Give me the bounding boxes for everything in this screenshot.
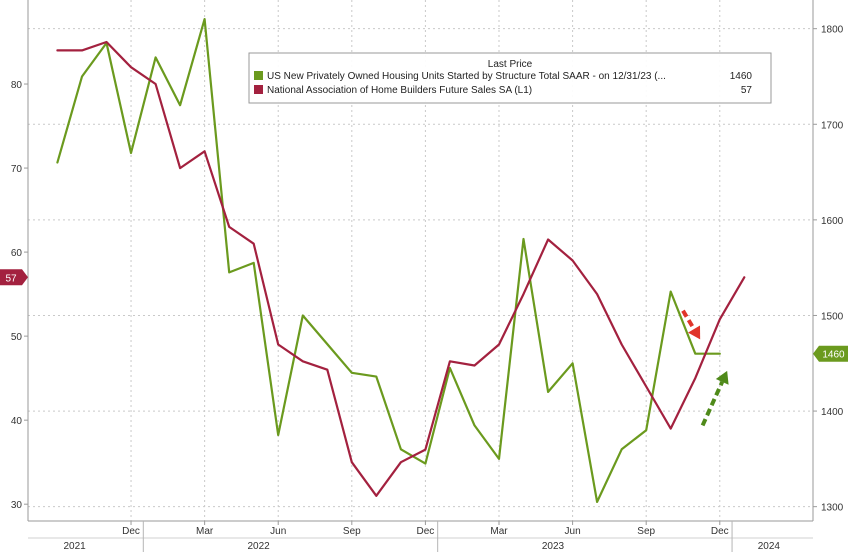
right-axis-badge-label: 1460 <box>822 350 845 361</box>
x-axis-tick-label: Sep <box>637 526 655 537</box>
x-axis-tick-label: Dec <box>711 526 729 537</box>
legend-value: 57 <box>741 85 753 96</box>
annotation-arrow-head-up <box>715 370 729 385</box>
right-axis-tick-label: 1600 <box>821 216 844 227</box>
legend-swatch <box>254 85 263 94</box>
left-axis-badge-label: 57 <box>5 273 17 284</box>
left-axis-value-badge <box>0 269 28 286</box>
series-line-1 <box>56 18 721 503</box>
x-axis-tick-label: Dec <box>417 526 435 537</box>
legend-label: US New Privately Owned Housing Units Sta… <box>267 71 666 82</box>
x-axis-tick-label: Sep <box>343 526 361 537</box>
legend-swatch <box>254 71 263 80</box>
badges: 57 1460 <box>0 269 848 362</box>
left-axis-tick-label: 30 <box>11 500 23 511</box>
legend-label: National Association of Home Builders Fu… <box>267 85 532 96</box>
x-axis-year-label: 2021 <box>63 541 86 552</box>
x-axis-year-label: 2022 <box>247 541 270 552</box>
x-axis-tick-label: Mar <box>196 526 214 537</box>
x-axis-tick-label: Jun <box>565 526 581 537</box>
x-axis-tick-label: Jun <box>270 526 286 537</box>
series-line-2 <box>56 40 746 497</box>
right-axis-tick-label: 1700 <box>821 120 844 131</box>
axes: 30 40 50 60 70 80 1300 1400 1500 1600 1700 1800 Dec M… <box>11 0 844 552</box>
series-group <box>56 18 746 503</box>
annotation-arrow-shaft-up <box>700 381 725 427</box>
right-axis-tick-label: 1300 <box>821 503 844 514</box>
x-axis-tick-label: Dec <box>122 526 140 537</box>
left-axis-tick-label: 80 <box>11 80 23 91</box>
left-axis-tick-label: 40 <box>11 416 23 427</box>
legend-header: Last Price <box>488 59 533 70</box>
legend-box <box>248 52 772 104</box>
legend-value: 1460 <box>730 71 753 82</box>
right-axis-tick-label: 1400 <box>821 407 844 418</box>
right-axis-tick-label: 1800 <box>821 25 844 36</box>
annotations <box>681 309 729 427</box>
left-axis-tick-label: 70 <box>11 164 23 175</box>
left-axis-tick-label: 60 <box>11 248 23 259</box>
x-axis-year-label: 2024 <box>758 541 781 552</box>
x-axis-year-label: 2023 <box>542 541 565 552</box>
annotation-arrow-head-down <box>687 325 701 340</box>
left-axis-tick-label: 50 <box>11 332 23 343</box>
right-axis-tick-label: 1500 <box>821 311 844 322</box>
annotation-arrow-shaft-down <box>681 309 696 331</box>
x-axis-tick-label: Mar <box>490 526 508 537</box>
right-axis-value-badge <box>813 345 848 362</box>
